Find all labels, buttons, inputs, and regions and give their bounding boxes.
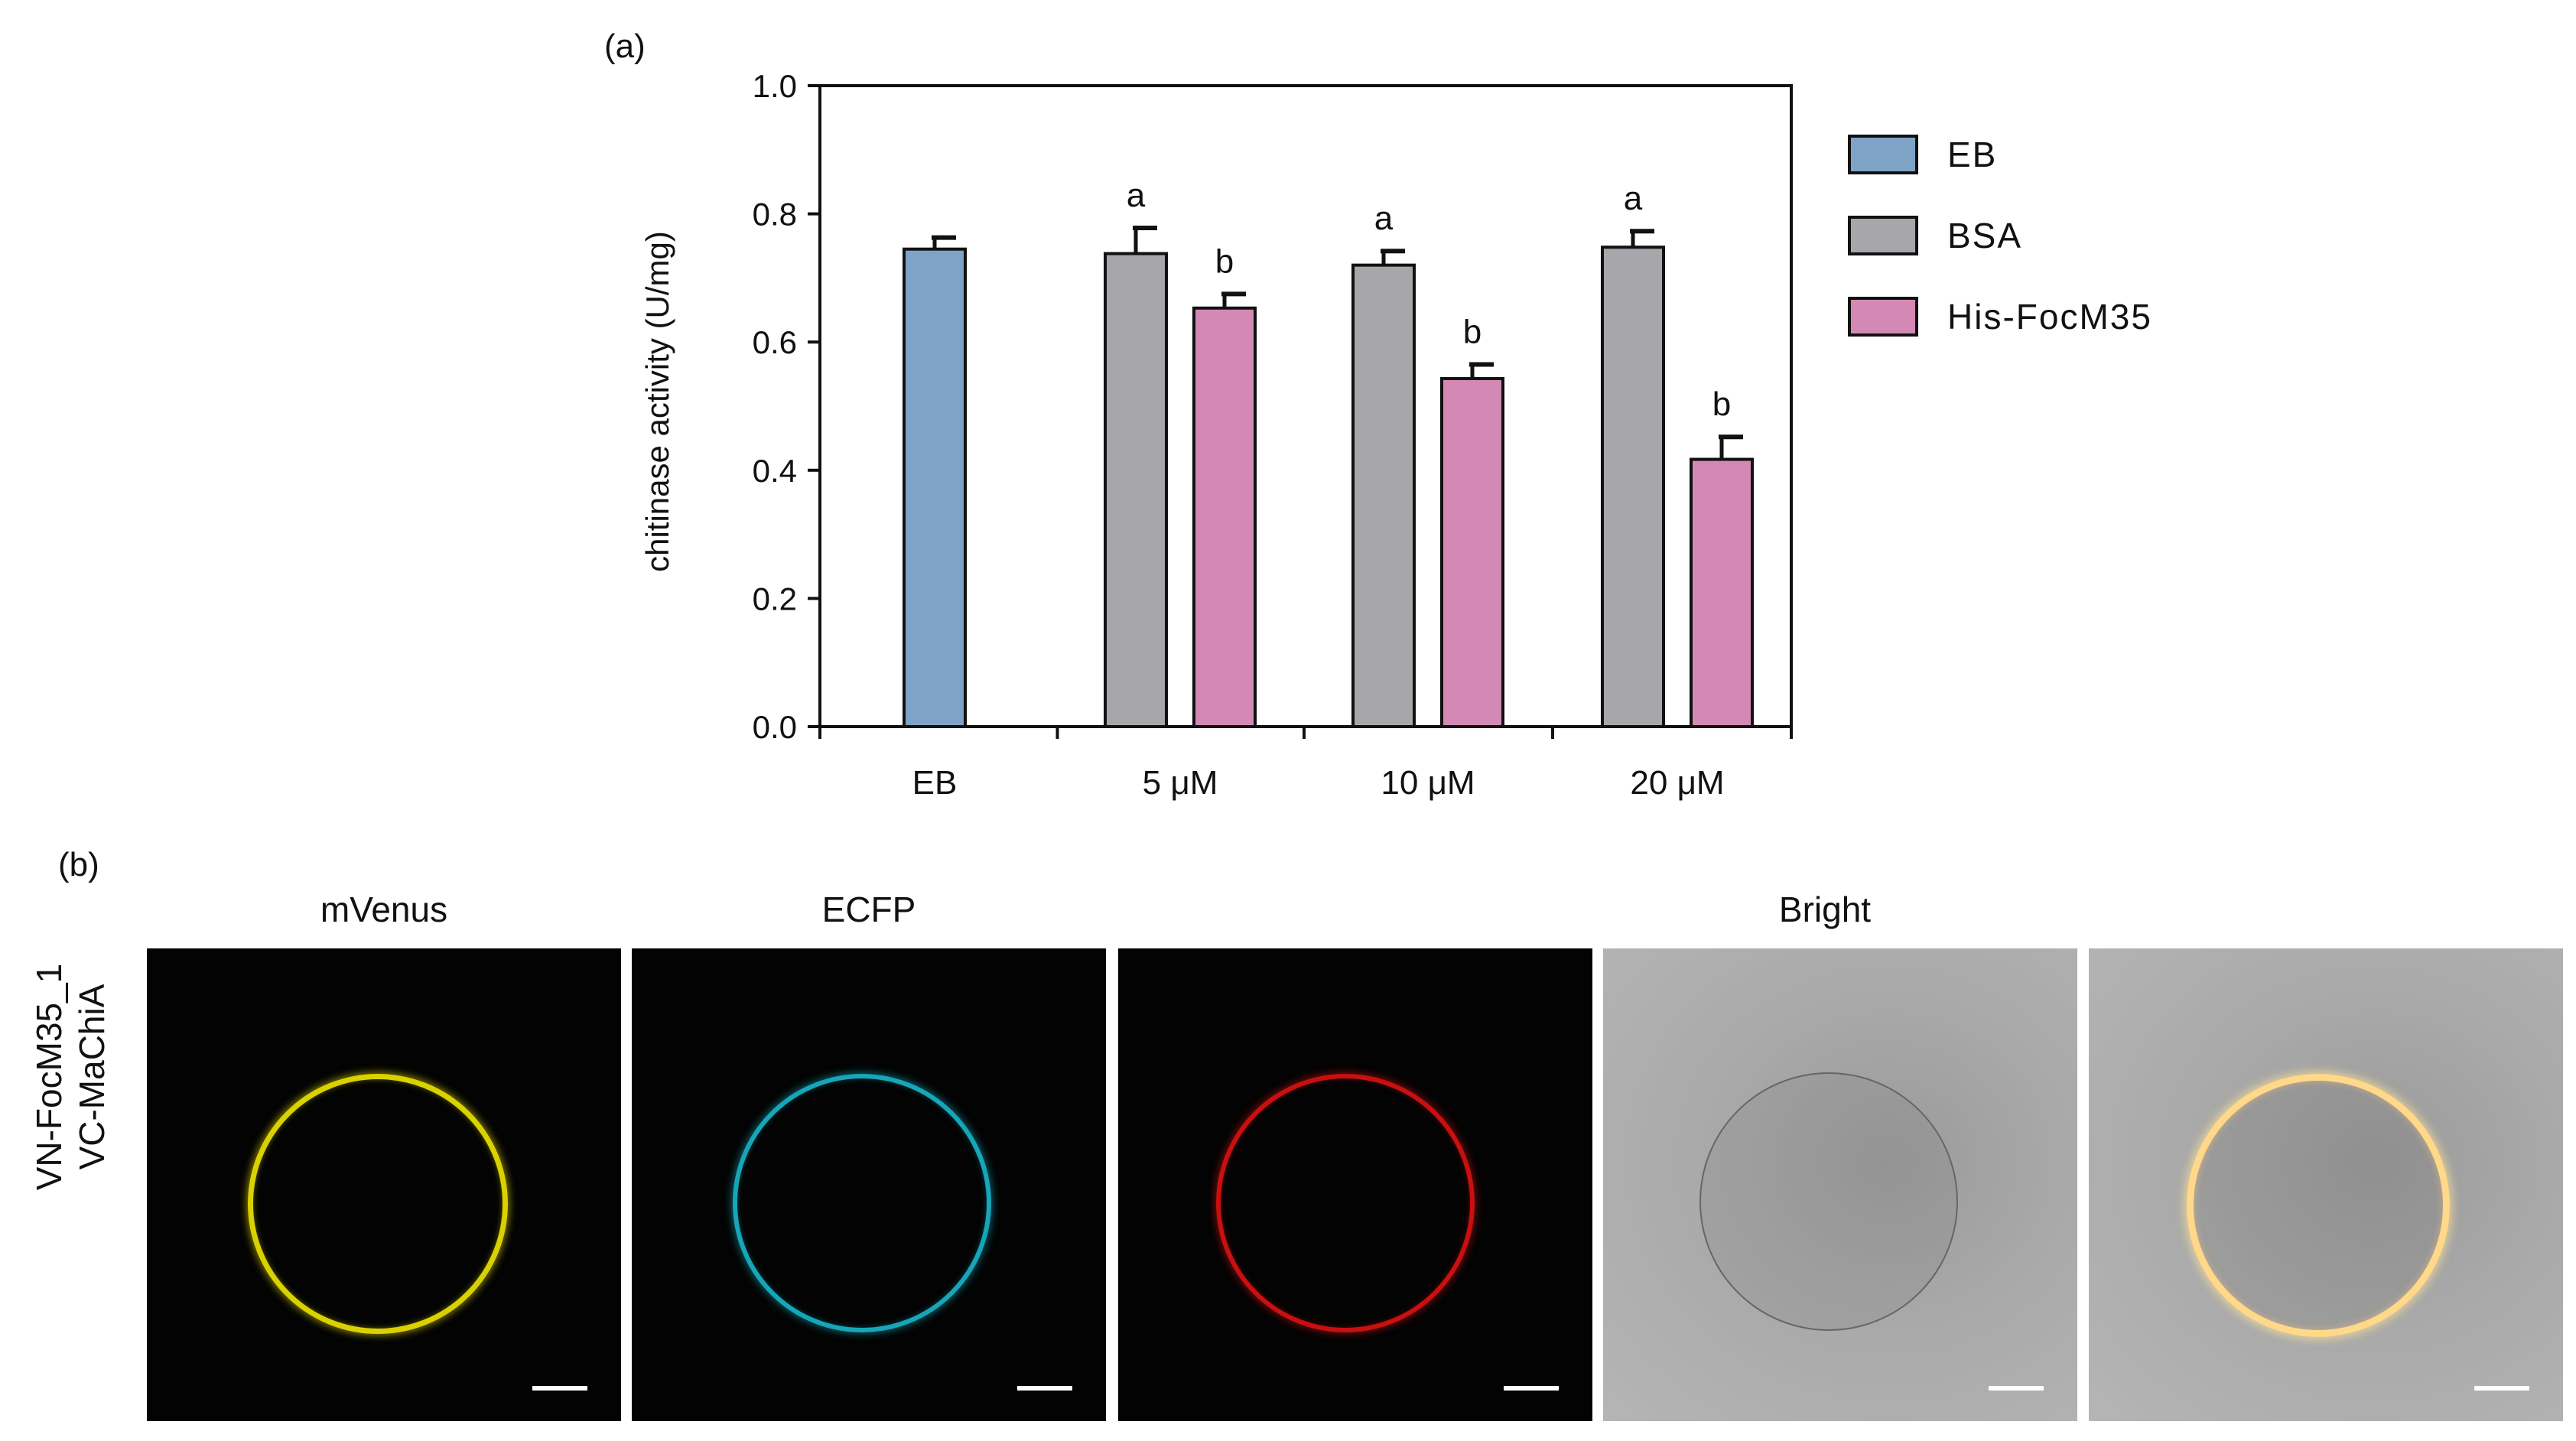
bar bbox=[903, 247, 967, 728]
column-title-ecfp: ECFP bbox=[821, 890, 916, 929]
column-title-mvenus: mVenus bbox=[320, 890, 448, 929]
bars: a b a b a b bbox=[903, 177, 1754, 729]
y-tick-label: 0.8 bbox=[753, 197, 797, 233]
protoplast-signal bbox=[1216, 1074, 1475, 1332]
column-title-bright: Bright bbox=[1778, 890, 1872, 929]
y-axis-label: chitinase activity (U/mg) bbox=[639, 231, 675, 572]
legend-swatch bbox=[1848, 216, 1918, 255]
y-tick-label: 0.6 bbox=[753, 324, 797, 360]
bar bbox=[1690, 457, 1754, 729]
protoplast-merged-signal bbox=[2187, 1074, 2450, 1337]
bar bbox=[1192, 306, 1257, 728]
y-tick-label: 0.4 bbox=[753, 453, 797, 489]
x-tick-label: 5 μM bbox=[1143, 764, 1218, 802]
significance-label: b bbox=[1215, 242, 1234, 280]
chart-a: 0.00.20.40.60.81.0EB 5 μM 10 μM 20 μM ababa… bbox=[639, 68, 2152, 802]
panel-a-label: (a) bbox=[604, 28, 646, 65]
micrograph-merge bbox=[2089, 948, 2563, 1421]
bar bbox=[1104, 252, 1168, 728]
bar bbox=[1440, 376, 1504, 728]
scale-bar bbox=[2474, 1386, 2529, 1391]
scale-bar bbox=[532, 1386, 587, 1391]
significance-label: b bbox=[1463, 314, 1482, 351]
legend: EB BSA His-FocM35 bbox=[1848, 135, 2152, 337]
protoplast-signal bbox=[733, 1074, 991, 1332]
bar bbox=[1351, 263, 1416, 728]
y-tick-label: 1.0 bbox=[753, 68, 797, 104]
row-label-line-1: VN-FocM35_1 bbox=[29, 963, 69, 1191]
x-tick-label: EB bbox=[912, 764, 958, 802]
scale-bar bbox=[1989, 1386, 2044, 1391]
row-label: VN-FocM35_1 VC-MaChiA bbox=[28, 939, 119, 1215]
scale-bar bbox=[1504, 1386, 1559, 1391]
protoplast-outline bbox=[1699, 1072, 1958, 1331]
y-tick-label: 0.2 bbox=[753, 581, 797, 616]
significance-label: a bbox=[1374, 200, 1394, 237]
scale-bar bbox=[1017, 1386, 1072, 1391]
significance-label: a bbox=[1624, 180, 1643, 217]
x-tick-label: 10 μM bbox=[1381, 764, 1475, 802]
micrograph-bright bbox=[1603, 948, 2077, 1421]
legend-label: BSA bbox=[1947, 216, 2022, 255]
micrograph-ecfp bbox=[632, 948, 1106, 1421]
bar bbox=[1601, 246, 1665, 728]
x-tick-label: 20 μM bbox=[1630, 764, 1724, 802]
significance-label: b bbox=[1712, 385, 1731, 423]
significance-label: a bbox=[1127, 177, 1146, 214]
row-label-line-2: VC-MaChiA bbox=[72, 984, 112, 1170]
axes: 0.0 0.2 0.4 0.6 0.8 1.0 EB 5 μM 10 μM 20 μM bbox=[753, 68, 1793, 802]
panel-b-label: (b) bbox=[58, 846, 99, 883]
protoplast-signal bbox=[248, 1074, 508, 1334]
micrograph-mvenus bbox=[147, 948, 621, 1421]
legend-label: EB bbox=[1947, 135, 1997, 174]
legend-swatch bbox=[1848, 135, 1918, 174]
legend-label: His-FocM35 bbox=[1947, 297, 2152, 337]
micrograph-red-channel bbox=[1118, 948, 1592, 1421]
legend-swatch bbox=[1848, 297, 1918, 337]
y-tick-label: 0.0 bbox=[753, 709, 797, 745]
